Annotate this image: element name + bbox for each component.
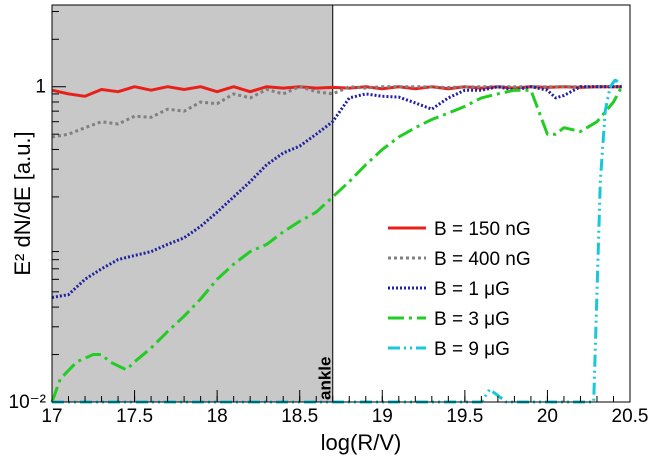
plot-frame xyxy=(51,4,631,403)
x-tick-label: 20 xyxy=(537,406,558,427)
shaded-region xyxy=(52,5,333,402)
x-tick-label: 17.5 xyxy=(116,406,153,427)
series-line-3 xyxy=(51,85,622,299)
y-tick-label: 1 xyxy=(35,77,46,98)
legend: B = 150 nG B = 400 nG B = 1 μG B = 3 μG B = … xyxy=(388,219,531,360)
x-tick-label: 17 xyxy=(41,406,62,427)
y-axis-label: E² dN/dE [a.u.] xyxy=(10,131,35,275)
legend-label-3: B = 1 μG xyxy=(434,279,510,300)
x-tick-label: 19 xyxy=(372,406,393,427)
y-tick-label: 10⁻² xyxy=(9,392,47,413)
x-tick-label: 19.5 xyxy=(446,406,483,427)
series-line-2 xyxy=(51,85,622,139)
x-tick-label: 18.5 xyxy=(281,406,318,427)
legend-label-1: B = 150 nG xyxy=(434,219,531,240)
x-tick-label: 20.5 xyxy=(612,406,649,427)
ticks-layer: 17 17.5 18 18.5 19 19.5 20 20.5 10⁻² 1 xyxy=(9,11,649,427)
x-tick-label: 18 xyxy=(207,406,228,427)
legend-label-2: B = 400 nG xyxy=(434,249,531,270)
legend-label-5: B = 9 μG xyxy=(434,339,510,360)
ankle-annotation: ankle xyxy=(316,357,335,400)
legend-label-4: B = 3 μG xyxy=(434,309,510,330)
x-axis-label: log(R/V) xyxy=(321,430,402,455)
